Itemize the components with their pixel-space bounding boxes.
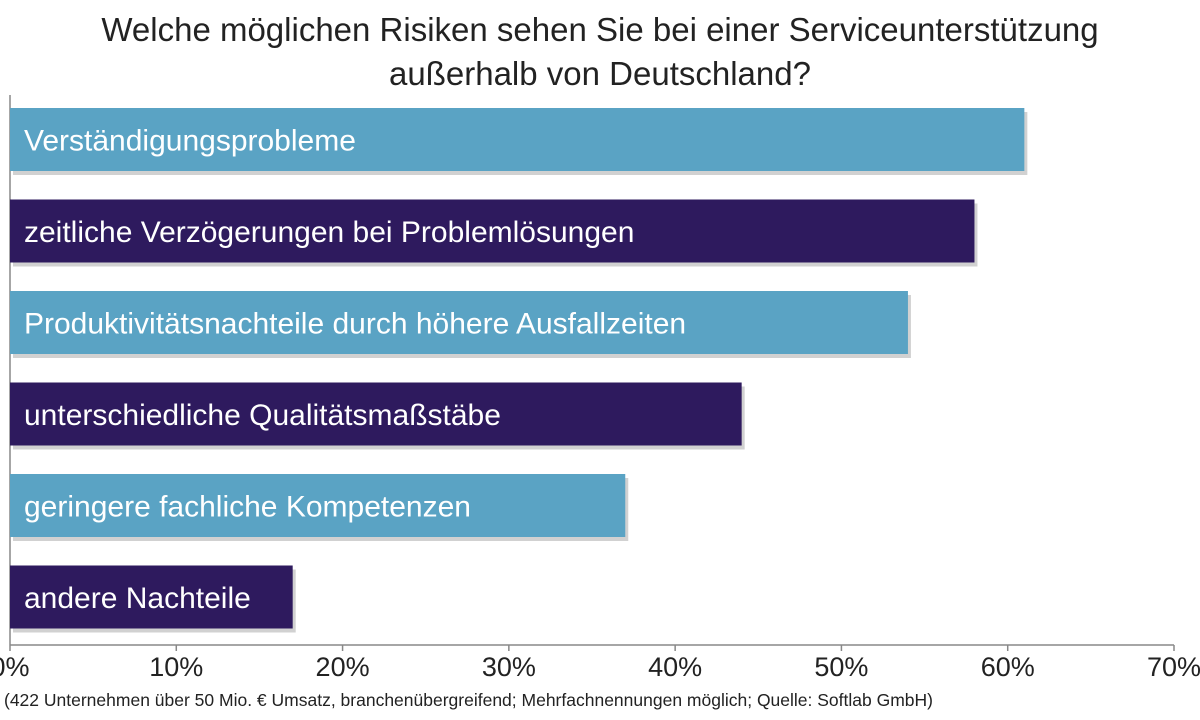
x-tick-label: 60% <box>981 652 1035 682</box>
bar-label: Verständigungsprobleme <box>24 125 356 158</box>
bar <box>10 565 293 629</box>
chart-title-line-1: Welche möglichen Risiken sehen Sie bei e… <box>101 11 1099 48</box>
x-tick-label: 50% <box>814 652 868 682</box>
bar <box>10 108 1025 171</box>
bar-label: zeitliche Verzögerungen bei Problemlösun… <box>24 216 634 249</box>
bar-label: Produktivitätsnachteile durch höhere Aus… <box>24 308 686 341</box>
footnote: (422 Unternehmen über 50 Mio. € Umsatz, … <box>4 690 933 710</box>
bar <box>10 382 742 446</box>
x-tick-label: 20% <box>316 652 370 682</box>
bar <box>10 291 908 354</box>
chart-title: Welche möglichen Risiken sehen Sie bei e… <box>0 8 1200 96</box>
x-tick-label: 10% <box>149 652 203 682</box>
x-tick-label: 30% <box>482 652 536 682</box>
bar-label: unterschiedliche Qualitätsmaßstäbe <box>24 399 501 432</box>
bar-label: andere Nachteile <box>24 582 251 615</box>
bar <box>10 474 626 537</box>
bar-label: geringere fachliche Kompetenzen <box>24 491 471 524</box>
x-tick-label: 70% <box>1147 652 1200 682</box>
bar <box>10 199 975 263</box>
x-tick-label: 40% <box>648 652 702 682</box>
x-tick-label: 0% <box>0 652 30 682</box>
chart-title-line-2: außerhalb von Deutschland? <box>389 55 811 92</box>
